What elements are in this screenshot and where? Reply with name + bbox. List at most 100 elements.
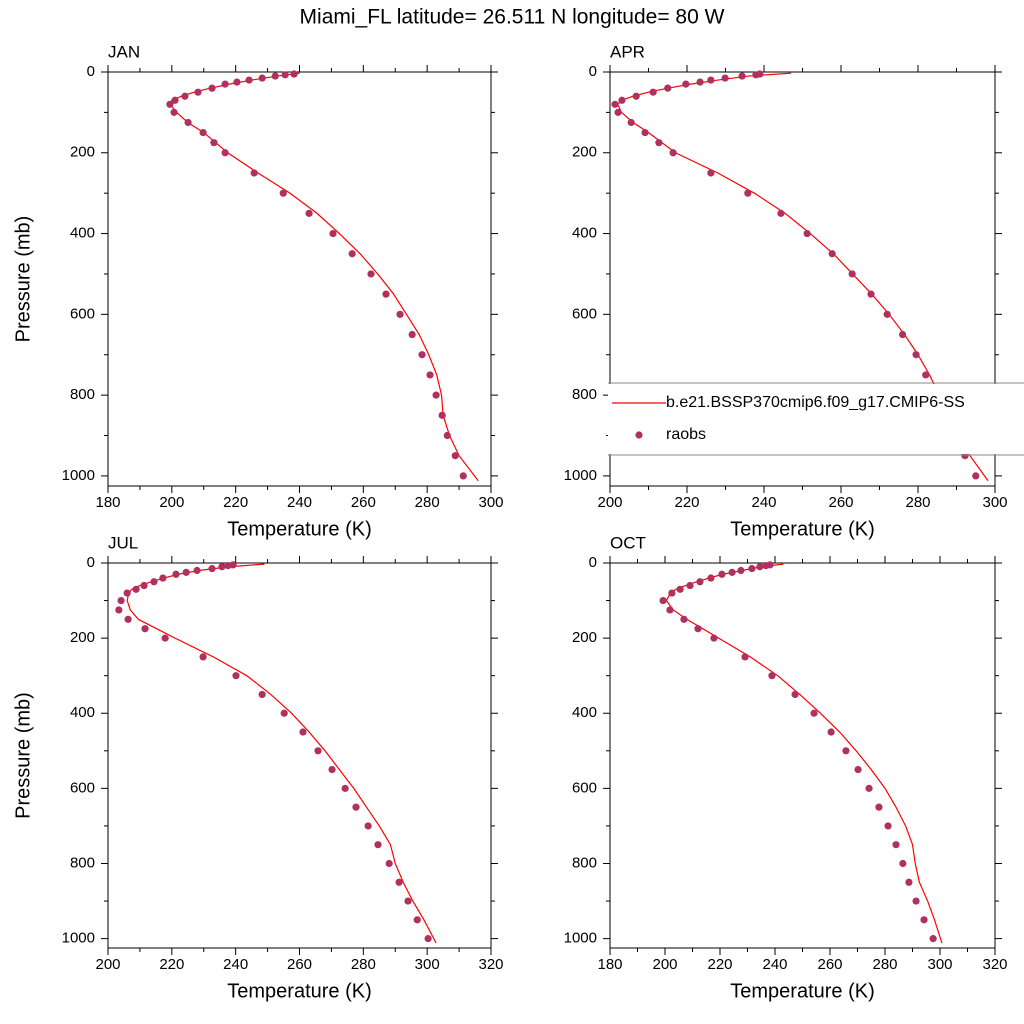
raob-point: [218, 563, 226, 571]
raob-point: [396, 310, 404, 318]
y-tick-label: 400: [70, 704, 95, 721]
panel-title: APR: [610, 42, 645, 61]
raob-point: [791, 690, 799, 699]
y-tick-label: 400: [572, 225, 597, 242]
raob-point: [221, 80, 229, 88]
raob-point: [424, 935, 432, 943]
raob-point: [854, 765, 862, 774]
raob-point: [875, 803, 883, 811]
panel: JAN 180 200 220 240 260 280 300 0 200 400 600 800 100…: [12, 42, 503, 540]
raob-point: [884, 822, 892, 830]
raob-point: [848, 270, 856, 278]
raob-point: [194, 88, 202, 96]
raob-point: [865, 784, 873, 792]
raob-point: [150, 578, 158, 586]
raob-point: [905, 878, 913, 886]
x-axis-label: Temperature (K): [730, 980, 875, 1002]
panel: JUL 200 220 240 260 280 300 320 0 200 400 600 800 100…: [12, 533, 503, 1002]
raob-point: [290, 70, 298, 78]
raob-point: [426, 371, 434, 379]
raob-point: [748, 565, 756, 573]
x-tick-label: 260: [828, 494, 853, 511]
raob-point: [443, 431, 451, 440]
raob-point: [281, 71, 289, 79]
raob-point: [694, 625, 702, 633]
panel: OCT 180 200 220 240 260 280 300 320 0 200 400 600 800…: [564, 533, 1008, 1002]
raob-point: [707, 76, 715, 84]
y-tick-label: 600: [572, 779, 597, 796]
x-tick-label: 200: [597, 494, 622, 511]
x-tick-label: 200: [159, 494, 184, 511]
x-axis-label: Temperature (K): [730, 518, 875, 540]
x-tick-label: 260: [287, 956, 312, 973]
x-tick-label: 180: [597, 956, 622, 973]
y-tick-label: 200: [572, 144, 597, 161]
raob-point: [404, 897, 412, 905]
raob-point: [737, 566, 745, 575]
raob-point: [929, 935, 937, 943]
legend-background: [608, 384, 1024, 454]
x-tick-label: 240: [287, 494, 312, 511]
raob-point: [208, 565, 216, 573]
raob-point: [972, 472, 980, 480]
raob-point: [659, 596, 667, 605]
raob-point: [912, 351, 920, 359]
plot-frame: [609, 562, 996, 949]
x-tick-label: 200: [95, 956, 120, 973]
raob-point: [892, 841, 900, 849]
x-tick-label: 220: [159, 956, 184, 973]
raob-point: [710, 634, 718, 642]
raob-point: [352, 803, 360, 811]
raob-point: [756, 70, 764, 78]
raob-point: [123, 589, 131, 597]
raob-point: [696, 78, 704, 86]
x-tick-label: 240: [223, 956, 248, 973]
plot-frame: [107, 71, 492, 487]
y-tick-label: 1000: [62, 467, 95, 484]
raob-point: [803, 229, 811, 238]
raob-point: [166, 100, 174, 108]
raob-point: [768, 672, 776, 680]
x-tick-label: 240: [751, 494, 776, 511]
x-tick-label: 180: [95, 494, 120, 511]
y-tick-label: 600: [70, 305, 95, 322]
raob-point: [182, 568, 190, 576]
page-title: Miami_FL latitude= 26.511 N longitude= 8…: [300, 6, 725, 29]
raob-point: [250, 169, 258, 177]
y-tick-label: 0: [87, 63, 95, 80]
raob-point: [912, 897, 920, 905]
x-tick-label: 320: [982, 956, 1007, 973]
y-tick-label: 800: [572, 854, 597, 871]
raob-point: [395, 878, 403, 886]
x-tick-label: 300: [927, 956, 952, 973]
x-axis-label: Temperature (K): [227, 980, 372, 1002]
raob-point: [649, 88, 657, 96]
raob-point: [124, 615, 132, 623]
panel: APR 200 220 240 260 280 300 0 200 400 600 800 1000 Te…: [564, 42, 1008, 540]
x-tick-label: 300: [982, 494, 1007, 511]
raob-point: [721, 74, 729, 82]
y-tick-label: 1000: [62, 930, 95, 947]
raob-point: [810, 709, 818, 717]
panel-title: OCT: [610, 533, 646, 552]
raob-point: [140, 581, 148, 590]
raob-point: [741, 653, 749, 661]
raob-point: [438, 411, 446, 419]
raob-point: [181, 92, 189, 100]
raob-point: [682, 80, 690, 88]
x-tick-label: 280: [351, 956, 376, 973]
raob-point: [611, 100, 619, 108]
raob-point: [221, 149, 229, 157]
y-tick-label: 600: [572, 305, 597, 322]
raob-point: [258, 690, 266, 699]
raob-point: [172, 570, 180, 578]
raob-point: [348, 250, 356, 258]
profile-line: [126, 563, 437, 944]
legend-label: raobs: [666, 426, 706, 443]
y-tick-label: 800: [70, 854, 95, 871]
raob-point: [258, 74, 266, 82]
panel-title: JAN: [108, 42, 140, 61]
x-tick-label: 260: [351, 494, 376, 511]
x-tick-label: 240: [762, 956, 787, 973]
